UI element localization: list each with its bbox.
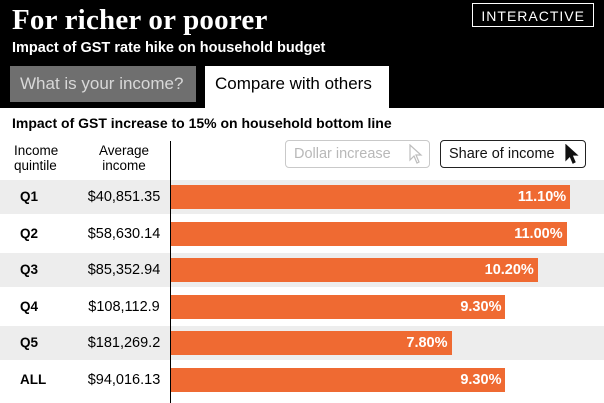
share-bar: 7.80% (171, 331, 452, 356)
average-income-value: $94,016.13 (87, 372, 161, 388)
chart-row: Q4 $108,112.9 9.30% (0, 290, 604, 324)
chart-row: Q5 $181,269.2 7.80% (0, 326, 604, 361)
bar-value-label: 9.30% (460, 372, 502, 388)
average-income-value: $58,630.14 (87, 225, 161, 242)
chart-row: Q2 $58,630.14 11.00% (0, 217, 604, 251)
chart-row: Q3 $85,352.94 10.20% (0, 253, 604, 288)
bar-value-label: 7.80% (406, 335, 448, 352)
share-bar: 9.30% (171, 294, 506, 319)
column-header-quintile-line2: quintile (14, 158, 57, 173)
bar-value-label: 11.10% (517, 189, 567, 205)
bar-value-label: 10.20% (484, 262, 534, 279)
quintile-label: Q1 (20, 189, 39, 204)
column-header-income: Average income (87, 143, 161, 173)
share-of-income-button[interactable]: Share of income (440, 140, 586, 168)
header: For richer or poorer INTERACTIVE Impact … (0, 0, 604, 108)
page-subtitle: Impact of GST rate hike on household bud… (12, 40, 326, 56)
share-bar: 10.20% (171, 258, 538, 283)
bar-value-label: 9.30% (460, 298, 502, 315)
quintile-label: Q4 (20, 298, 39, 314)
tab-compare-with-others[interactable]: Compare with others (205, 66, 389, 108)
section-title: Impact of GST increase to 15% on househo… (12, 115, 392, 131)
cursor-icon (565, 144, 579, 164)
share-bar: 11.00% (171, 221, 567, 246)
share-bar: 9.30% (171, 368, 506, 392)
interactive-badge: INTERACTIVE (472, 3, 594, 27)
quintile-label: Q5 (20, 335, 39, 351)
chart-row: Q1 $40,851.35 11.10% (0, 180, 604, 214)
axis-line (170, 141, 171, 403)
cursor-icon (409, 144, 423, 164)
quintile-label: Q2 (20, 225, 39, 241)
column-header-income-line2: income (102, 158, 146, 173)
average-income-value: $85,352.94 (87, 262, 161, 279)
dollar-increase-label: Dollar increase (294, 146, 391, 162)
quintile-label: Q3 (20, 262, 39, 278)
average-income-value: $108,112.9 (88, 298, 160, 315)
quintile-label: ALL (20, 372, 47, 387)
dollar-increase-button[interactable]: Dollar increase (285, 140, 430, 168)
column-header-quintile: Income quintile (14, 143, 58, 173)
average-income-value: $40,851.35 (87, 189, 161, 205)
average-income-value: $181,269.2 (87, 335, 161, 352)
column-header-quintile-line1: Income (14, 143, 59, 158)
chart-row: ALL $94,016.13 9.30% (0, 363, 604, 397)
share-of-income-label: Share of income (449, 146, 555, 162)
bar-value-label: 11.00% (514, 225, 563, 242)
share-bar: 11.10% (171, 185, 571, 209)
page-title: For richer or poorer (12, 4, 268, 36)
column-header-income-line1: Average (98, 143, 150, 158)
tab-what-is-your-income[interactable]: What is your income? (10, 66, 196, 102)
